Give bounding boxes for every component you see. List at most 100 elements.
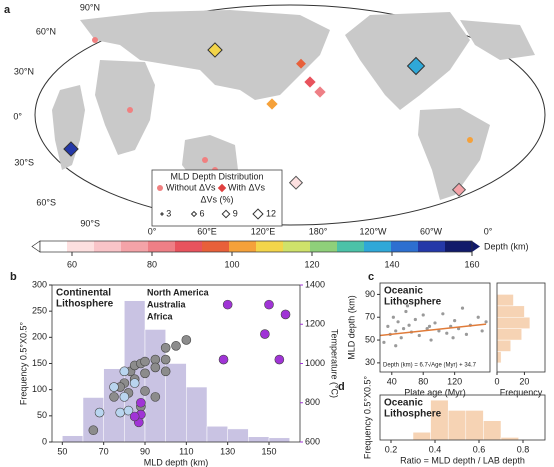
scatter-point bbox=[407, 323, 411, 327]
histogram-bar bbox=[227, 428, 249, 443]
lat-label: 30°S bbox=[14, 157, 34, 167]
scatter-point bbox=[451, 336, 455, 340]
scatter-point bbox=[401, 327, 406, 331]
scatter-point bbox=[129, 378, 140, 388]
scatter-point bbox=[88, 425, 99, 436]
colorbar-swatch bbox=[418, 241, 446, 252]
scatter-point bbox=[441, 312, 445, 316]
scatter-point bbox=[394, 344, 398, 348]
panel-label: c bbox=[368, 271, 374, 283]
x-tick-label: 0.4 bbox=[429, 444, 442, 454]
annotation: Lithosphere bbox=[384, 409, 442, 420]
y-tick-label: 150 bbox=[32, 358, 47, 368]
scatter-point bbox=[181, 335, 192, 345]
legend-label: Without ΔVs bbox=[166, 182, 216, 192]
histogram-bar bbox=[496, 339, 511, 352]
histogram-bar bbox=[496, 351, 502, 364]
scatter-point bbox=[140, 386, 150, 396]
scatter-point bbox=[115, 407, 125, 418]
scatter-point bbox=[386, 324, 390, 328]
lat-label: 60°S bbox=[36, 197, 56, 207]
land bbox=[418, 108, 490, 200]
scatter-point bbox=[405, 304, 410, 308]
scatter-point bbox=[445, 331, 449, 335]
lat-label: 60°N bbox=[36, 26, 56, 36]
map-base bbox=[34, 4, 546, 227]
y2-axis-label: Temperature (°C) bbox=[330, 329, 340, 398]
x-tick-label: 90 bbox=[140, 446, 150, 456]
colorbar-swatch bbox=[202, 241, 230, 252]
y-tick-label: 300 bbox=[32, 279, 47, 289]
panel-label: d bbox=[338, 381, 345, 393]
scatter-point bbox=[437, 329, 441, 333]
x-axis-label: Ratio = MLD depth / LAB depth bbox=[400, 455, 525, 465]
scatter-point bbox=[109, 392, 119, 402]
x-tick-label: 20 bbox=[519, 376, 529, 386]
map-marker bbox=[127, 107, 133, 113]
scatter-point bbox=[274, 354, 285, 365]
y-tick-label: 50 bbox=[365, 334, 375, 344]
lon-label: 120°W bbox=[359, 226, 387, 236]
colorbar-tick-label: 160 bbox=[464, 259, 479, 269]
scatter-point bbox=[171, 341, 181, 351]
x-tick-label: 0.8 bbox=[517, 444, 530, 454]
colorbar-swatch bbox=[121, 241, 149, 252]
scatter-point bbox=[260, 329, 270, 339]
y2-tick-label: 600 bbox=[305, 436, 320, 446]
scatter-point bbox=[140, 368, 150, 379]
scatter-point bbox=[480, 329, 484, 333]
scatter-point bbox=[421, 313, 425, 317]
scatter-point bbox=[382, 340, 386, 344]
scatter-point bbox=[484, 320, 488, 324]
plot-frame bbox=[496, 282, 546, 373]
size-marker bbox=[221, 209, 231, 219]
scatter-point bbox=[160, 354, 171, 365]
land bbox=[80, 10, 330, 100]
panel-label: a bbox=[4, 4, 11, 16]
lon-label: 180° bbox=[309, 226, 328, 236]
size-marker bbox=[160, 212, 164, 216]
colorbar-swatch bbox=[337, 241, 365, 252]
x-tick-label: 130 bbox=[220, 446, 235, 456]
map-marker bbox=[92, 37, 98, 43]
panel-label: b bbox=[10, 271, 17, 283]
colorbar-swatch bbox=[229, 241, 257, 252]
lat-label: 30°N bbox=[14, 66, 34, 76]
scatter-point bbox=[396, 320, 400, 324]
legend-label: North America bbox=[147, 287, 210, 297]
scatter-point bbox=[123, 405, 134, 416]
fit-line bbox=[379, 323, 487, 337]
histogram-bar bbox=[496, 316, 531, 329]
colorbar-tick-label: 120 bbox=[304, 259, 319, 269]
histogram-bar bbox=[268, 437, 290, 443]
histogram-bar bbox=[248, 436, 270, 443]
lon-label: 0° bbox=[148, 226, 157, 236]
scatter-point bbox=[222, 299, 233, 310]
x-axis-label: MLD depth (km) bbox=[144, 457, 209, 467]
colorbar-swatch bbox=[67, 241, 95, 252]
lat-label: 0° bbox=[13, 111, 22, 121]
scatter-point bbox=[460, 306, 465, 310]
histogram-bar bbox=[165, 363, 187, 443]
y-tick-label: 90 bbox=[365, 289, 375, 299]
scatter-point bbox=[160, 342, 171, 353]
lon-label: 60°E bbox=[197, 226, 217, 236]
size-marker bbox=[190, 210, 198, 218]
legend-title: MLD Depth Distribution bbox=[170, 171, 263, 181]
colorbar-swatch bbox=[391, 241, 419, 252]
legend-size-title: ΔVs (%) bbox=[200, 194, 233, 204]
colorbar-tick-label: 80 bbox=[147, 259, 157, 269]
colorbar-label: Depth (km) bbox=[484, 241, 529, 251]
colorbar-swatch bbox=[283, 241, 311, 252]
colorbar-swatch bbox=[94, 241, 122, 252]
scatter-point bbox=[413, 317, 417, 322]
size-label: 12 bbox=[266, 208, 276, 218]
scatter-point bbox=[280, 309, 291, 320]
x-tick-label: 0.2 bbox=[385, 444, 398, 454]
histogram-bar bbox=[206, 426, 228, 443]
map-marker bbox=[406, 56, 426, 76]
histogram-bar bbox=[496, 294, 514, 307]
histogram-bar bbox=[186, 386, 208, 443]
